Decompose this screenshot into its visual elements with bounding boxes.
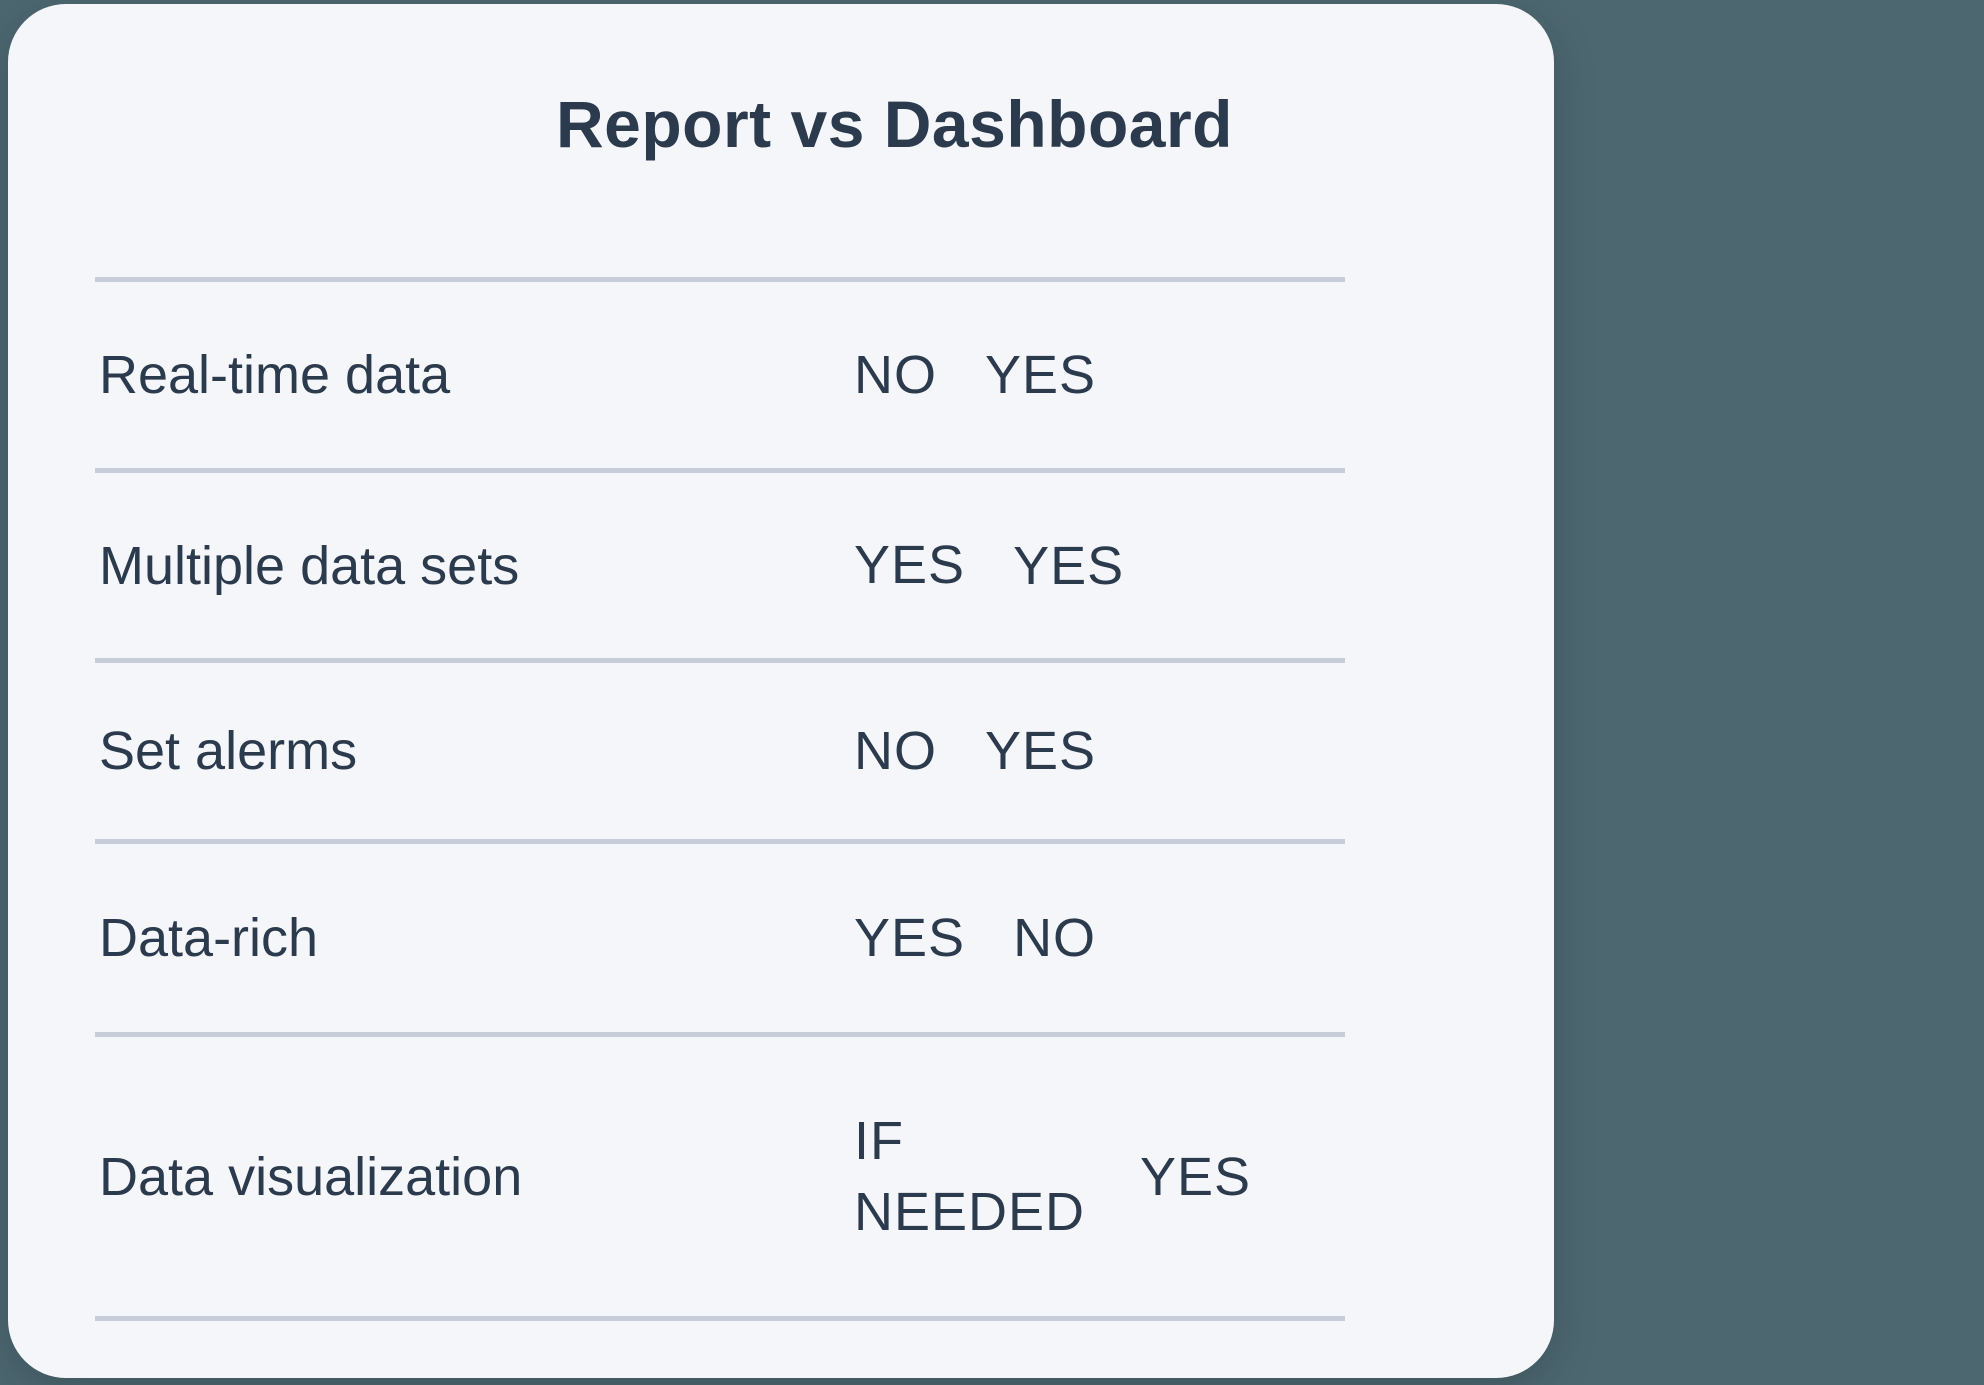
dashboard-value: NO	[1013, 908, 1097, 968]
table-row: Set alerms NO YES	[95, 658, 1345, 839]
report-value: NO	[854, 720, 937, 781]
comparison-table: Real-time data NO YES Multiple data sets…	[95, 277, 1345, 1321]
comparison-card: Report vs Dashboard Real-time data NO YE…	[8, 4, 1554, 1378]
page-title: Report vs Dashboard	[556, 87, 1233, 161]
table-row: Data-rich YES NO	[95, 839, 1345, 1032]
table-row: Multiple data sets YES YES	[95, 468, 1345, 658]
report-value: IF NEEDED	[854, 1111, 1086, 1242]
feature-label: Set alerms	[99, 721, 358, 781]
table-row: Data visualization IF NEEDED YES	[95, 1032, 1345, 1316]
feature-label: Real-time data	[99, 345, 451, 405]
dashboard-value: YES	[985, 721, 1097, 781]
feature-label: Data visualization	[99, 1146, 523, 1207]
report-value: NO	[854, 344, 937, 405]
dashboard-value: YES	[985, 345, 1097, 405]
feature-label: Data-rich	[99, 908, 319, 968]
report-value: YES	[854, 907, 966, 968]
table-row: Real-time data NO YES	[95, 277, 1345, 468]
feature-label: Multiple data sets	[99, 535, 520, 596]
report-value: YES	[854, 535, 966, 596]
dashboard-value: YES	[1140, 1146, 1252, 1207]
dashboard-value: YES	[1013, 535, 1125, 596]
